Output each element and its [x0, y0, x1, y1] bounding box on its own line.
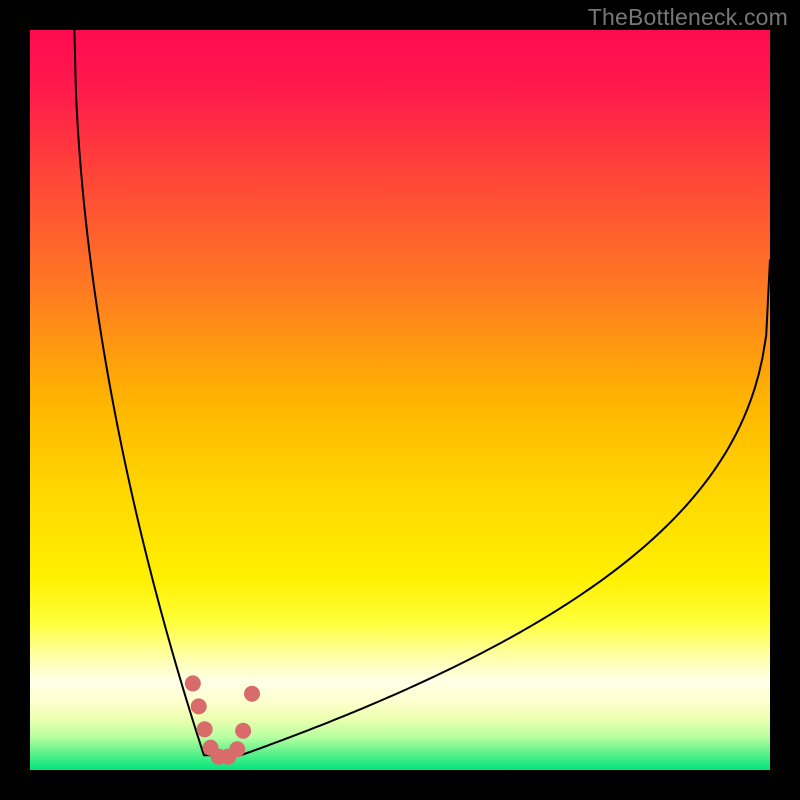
marker-dot [229, 741, 245, 757]
marker-dot [197, 721, 213, 737]
chart-svg [0, 0, 800, 800]
marker-dot [185, 675, 201, 691]
watermark-text: TheBottleneck.com [588, 4, 788, 31]
marker-dot [191, 698, 207, 714]
figure-root: TheBottleneck.com [0, 0, 800, 800]
plot-background [30, 30, 770, 770]
marker-dot [235, 723, 251, 739]
marker-dot [244, 686, 260, 702]
